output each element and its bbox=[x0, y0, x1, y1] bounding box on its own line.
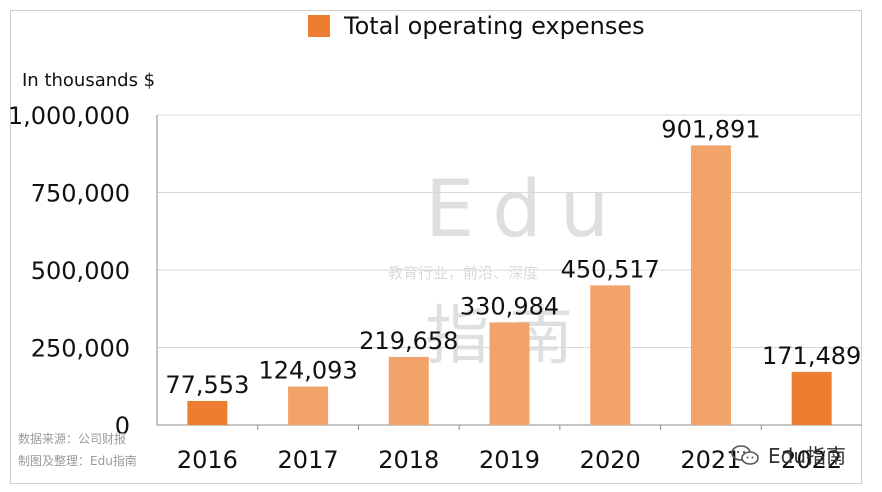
bar bbox=[690, 145, 731, 425]
source-line-1: 数据来源：公司财报 bbox=[18, 432, 127, 446]
bar bbox=[288, 386, 329, 425]
legend: Total operating expenses bbox=[308, 12, 645, 40]
y-tick-label: 250,000 bbox=[31, 335, 130, 363]
x-tick-label: 2020 bbox=[580, 446, 641, 474]
bar bbox=[489, 322, 530, 425]
watermark-edu: Edu bbox=[425, 165, 628, 255]
bar bbox=[590, 285, 631, 425]
y-tick-label: 1,000,000 bbox=[8, 102, 130, 130]
bar bbox=[187, 400, 228, 425]
chart-frame bbox=[10, 10, 862, 484]
source-line-2: 制图及整理：Edu指南 bbox=[18, 454, 137, 468]
brand-text: Edu指南 bbox=[768, 444, 847, 468]
data-label: 124,093 bbox=[258, 357, 357, 385]
x-tick-label: 2016 bbox=[177, 446, 238, 474]
x-tick-label: 2021 bbox=[680, 446, 741, 474]
brand-watermark: Edu指南 bbox=[730, 440, 846, 469]
y-tick-label: 750,000 bbox=[31, 180, 130, 208]
y-axis-unit-label: In thousands $ bbox=[22, 70, 156, 91]
y-tick-label: 0 bbox=[115, 412, 130, 440]
x-tick-label: 2022 bbox=[781, 446, 842, 474]
data-label: 901,891 bbox=[661, 115, 760, 143]
x-tick-label: 2019 bbox=[479, 446, 540, 474]
data-label: 77,553 bbox=[165, 371, 249, 399]
legend-label: Total operating expenses bbox=[344, 12, 645, 40]
bar bbox=[388, 356, 429, 425]
x-tick-label: 2017 bbox=[278, 446, 339, 474]
data-label: 450,517 bbox=[561, 255, 660, 283]
y-tick-label: 500,000 bbox=[31, 257, 130, 285]
x-tick-label: 2018 bbox=[378, 446, 439, 474]
wechat-icon bbox=[731, 444, 759, 465]
legend-swatch bbox=[308, 15, 330, 37]
data-label: 171,489 bbox=[762, 342, 861, 370]
watermark-tagline: 教育行业，前沿、深度 bbox=[388, 264, 539, 282]
data-label: 330,984 bbox=[460, 292, 559, 320]
data-label: 219,658 bbox=[359, 327, 458, 355]
bar bbox=[791, 371, 832, 425]
